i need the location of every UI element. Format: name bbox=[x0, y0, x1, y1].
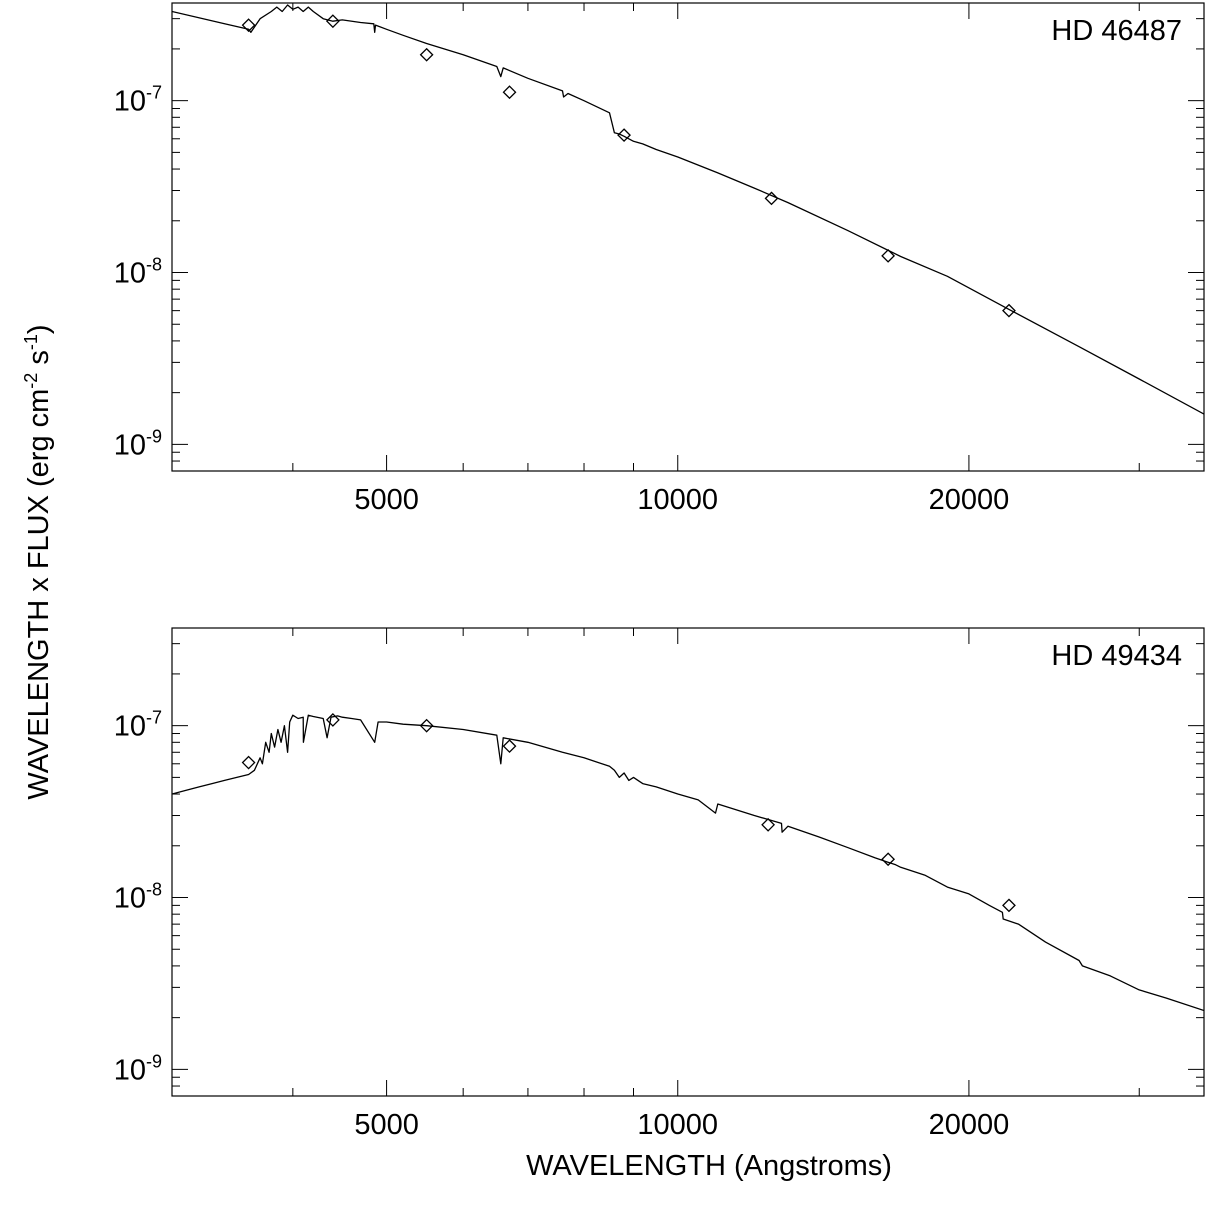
axis-ticks bbox=[171, 3, 1204, 472]
photometry-point bbox=[881, 248, 896, 263]
photometry-point bbox=[761, 817, 776, 832]
photometry-point bbox=[241, 18, 256, 33]
y-axis-label: WAVELENGTH x FLUX (erg cm-2 s-1) bbox=[21, 324, 55, 799]
sed-panel-2: 5000 10000 20000 10-7 10-8 10-9 HD 49434 bbox=[114, 627, 1205, 1141]
photometry-point bbox=[1002, 303, 1016, 318]
photometry-point bbox=[325, 14, 340, 29]
photometry-point bbox=[502, 739, 517, 754]
y-tick-label: 10-7 bbox=[114, 708, 162, 743]
x-axis-label: WAVELENGTH (Angstroms) bbox=[526, 1150, 892, 1182]
star-label: HD 49434 bbox=[1051, 640, 1182, 672]
x-tick-label: 20000 bbox=[929, 484, 1010, 516]
x-tick-label: 10000 bbox=[637, 484, 718, 516]
photometry-point bbox=[419, 718, 434, 733]
sed-panel-1: 5000 10000 20000 10-7 10-8 10-9 HD 46487 bbox=[114, 2, 1205, 516]
model-spectrum-line bbox=[172, 4, 1204, 415]
y-tick-label: 10-8 bbox=[114, 255, 162, 290]
photometry-point bbox=[419, 47, 434, 62]
y-tick-label: 10-8 bbox=[114, 880, 162, 915]
x-tick-label: 5000 bbox=[354, 1109, 419, 1141]
x-tick-label: 20000 bbox=[929, 1109, 1010, 1141]
star-label: HD 46487 bbox=[1051, 15, 1182, 47]
photometry-point bbox=[325, 712, 340, 727]
model-spectrum-line bbox=[172, 714, 1204, 1012]
x-tick-label: 5000 bbox=[354, 484, 419, 516]
y-tick-label: 10-9 bbox=[114, 1051, 162, 1086]
plot-frame bbox=[171, 2, 1205, 472]
y-tick-label: 10-7 bbox=[114, 83, 162, 118]
photometry-point bbox=[1002, 898, 1016, 913]
y-tick-label: 10-9 bbox=[114, 426, 162, 461]
photometry-point bbox=[241, 755, 256, 770]
x-tick-label: 10000 bbox=[637, 1109, 718, 1141]
photometry-point bbox=[502, 85, 517, 100]
axis-ticks bbox=[171, 628, 1204, 1097]
photometry-point bbox=[764, 191, 779, 206]
photometry-point bbox=[617, 128, 631, 143]
plot-frame bbox=[171, 627, 1205, 1097]
photometry-point bbox=[881, 852, 896, 867]
